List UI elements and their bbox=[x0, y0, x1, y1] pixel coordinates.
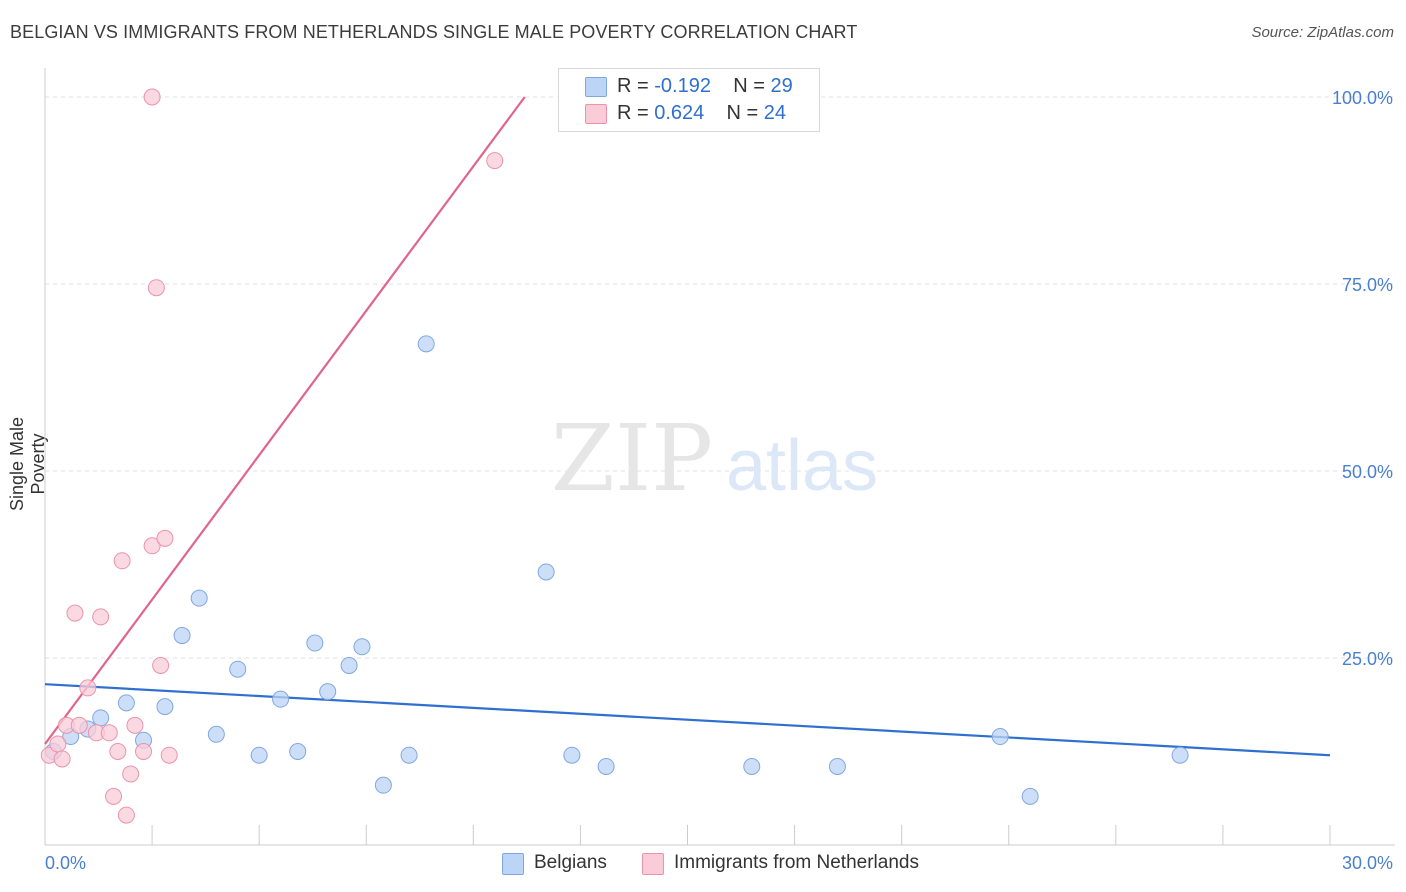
watermark: ZIP atlas bbox=[551, 405, 878, 512]
netherlands-point bbox=[79, 679, 97, 697]
netherlands-point bbox=[126, 716, 144, 734]
bottom-legend-swatch-netherlands bbox=[642, 853, 664, 875]
belgian-point bbox=[597, 757, 615, 775]
legend-stats-belgians: R = -0.192 N = 29 bbox=[617, 75, 793, 97]
belgian-point bbox=[1171, 746, 1189, 764]
netherlands-point bbox=[49, 735, 67, 753]
belgian-point bbox=[190, 589, 208, 607]
netherlands-point bbox=[152, 656, 170, 674]
bottom-legend-label-netherlands: Immigrants from Netherlands bbox=[674, 852, 919, 873]
netherlands-point bbox=[122, 765, 140, 783]
netherlands-point bbox=[113, 552, 131, 570]
belgian-point bbox=[1021, 787, 1039, 805]
belgians-trend-line bbox=[44, 683, 1331, 757]
netherlands-point bbox=[486, 152, 504, 170]
belgian-point bbox=[173, 627, 191, 645]
netherlands-point bbox=[160, 746, 178, 764]
stats-legend: R = -0.192 N = 29 R = 0.624 N = 24 bbox=[558, 68, 820, 132]
y-tick-label: 75.0% bbox=[1342, 275, 1393, 295]
belgian-point bbox=[117, 694, 135, 712]
chart-title: BELGIAN VS IMMIGRANTS FROM NETHERLANDS S… bbox=[10, 22, 858, 42]
belgian-point bbox=[306, 634, 324, 652]
belgian-point bbox=[537, 563, 555, 581]
netherlands-point bbox=[66, 604, 84, 622]
netherlands-point bbox=[105, 787, 123, 805]
netherlands-point bbox=[53, 750, 71, 768]
belgian-point bbox=[319, 683, 337, 701]
netherlands-point bbox=[100, 724, 118, 742]
belgian-point bbox=[340, 656, 358, 674]
legend-swatch-belgians bbox=[585, 77, 607, 97]
netherlands-point bbox=[92, 608, 110, 626]
watermark-atlas: atlas bbox=[726, 426, 878, 506]
y-tick-label: 50.0% bbox=[1342, 462, 1393, 482]
belgian-point bbox=[991, 728, 1009, 746]
x-tick-label: 0.0% bbox=[45, 853, 86, 873]
belgian-point bbox=[92, 709, 110, 727]
source-label: Source: ZipAtlas.com bbox=[1251, 24, 1394, 41]
belgian-point bbox=[229, 660, 247, 678]
x-tick-label: 30.0% bbox=[1342, 853, 1393, 873]
belgian-point bbox=[374, 776, 392, 794]
belgian-point bbox=[156, 698, 174, 716]
netherlands-trend-line bbox=[44, 96, 526, 745]
netherlands-point bbox=[156, 529, 174, 547]
y-tick-label: 25.0% bbox=[1342, 649, 1393, 669]
belgian-point bbox=[828, 757, 846, 775]
bottom-legend-label-belgians: Belgians bbox=[534, 852, 607, 873]
belgian-point bbox=[743, 757, 761, 775]
tick-labels: 25.0% 50.0% 75.0% 100.0% 0.0% 30.0% bbox=[45, 88, 1393, 873]
belgian-point bbox=[207, 725, 225, 743]
bottom-legend-swatch-belgians bbox=[502, 853, 524, 875]
y-tick-label: 100.0% bbox=[1332, 88, 1393, 108]
netherlands-point bbox=[143, 537, 161, 555]
legend-stats-netherlands: R = 0.624 N = 24 bbox=[617, 102, 787, 124]
watermark-zip: ZIP bbox=[551, 405, 713, 512]
trend-lines bbox=[44, 96, 1331, 757]
axes bbox=[44, 68, 1395, 846]
netherlands-point bbox=[143, 88, 161, 106]
data-points bbox=[40, 88, 1189, 824]
belgian-point bbox=[563, 746, 581, 764]
belgian-point bbox=[400, 746, 418, 764]
netherlands-point bbox=[109, 743, 127, 760]
belgian-point bbox=[289, 743, 307, 760]
belgian-point bbox=[272, 690, 290, 708]
grid-lines bbox=[45, 96, 1395, 659]
netherlands-point bbox=[147, 279, 165, 297]
netherlands-point bbox=[117, 806, 135, 824]
belgian-point bbox=[417, 335, 435, 353]
legend-swatch-netherlands bbox=[585, 104, 607, 124]
belgian-point bbox=[353, 638, 371, 656]
belgian-point bbox=[250, 746, 268, 764]
netherlands-point bbox=[70, 716, 88, 734]
netherlands-point bbox=[135, 743, 153, 760]
